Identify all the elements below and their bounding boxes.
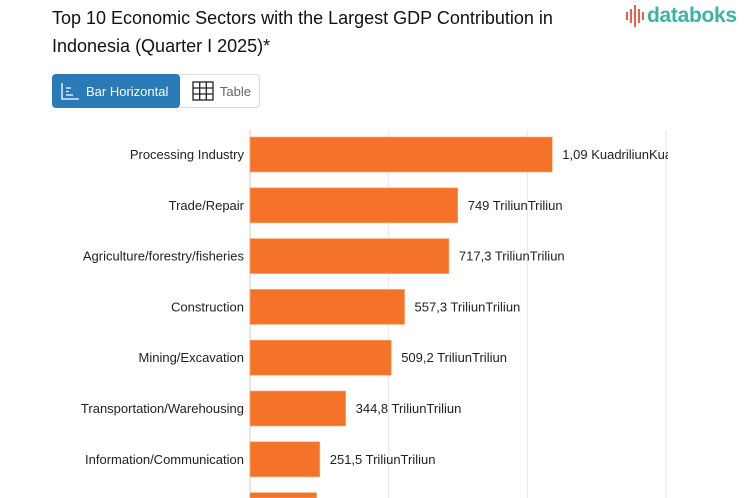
data-label: 1,09 KuadriliunKuadriliun: [562, 147, 707, 162]
data-label: 749 TriliunTriliun: [468, 198, 563, 213]
bar[interactable]: [249, 238, 450, 274]
chart-title: Top 10 Economic Sectors with the Largest…: [52, 8, 553, 56]
category-label: Construction: [171, 299, 244, 314]
bar[interactable]: [249, 390, 346, 427]
bar-horizontal-button[interactable]: Bar Horizontal: [52, 74, 180, 108]
data-label: 557,3 TriliunTriliun: [415, 299, 521, 314]
bar[interactable]: [249, 289, 405, 325]
table-button[interactable]: Table: [180, 75, 259, 107]
category-label: Transportation/Warehousing: [81, 401, 244, 416]
bar[interactable]: [249, 136, 553, 173]
databoks-logo[interactable]: databoks: [626, 4, 737, 28]
category-label: Trade/Repair: [169, 198, 245, 213]
bar-horizontal-label: Bar Horizontal: [86, 83, 169, 99]
bar-chart-icon: [61, 83, 79, 100]
bar[interactable]: [249, 187, 459, 224]
view-toggle: Bar Horizontal Table: [52, 74, 260, 108]
category-label: Information/Communication: [85, 452, 244, 467]
bar[interactable]: [249, 339, 392, 376]
data-label: 251,5 TriliunTriliun: [330, 452, 436, 467]
data-label: 717,3 TriliunTriliun: [459, 249, 565, 264]
table-grid-icon: [192, 81, 214, 101]
table-label: Table: [219, 83, 251, 99]
category-label: Processing Industry: [130, 147, 245, 162]
category-label: Agriculture/forestry/fisheries: [83, 249, 245, 264]
logo-mark-icon: [626, 5, 644, 27]
bar[interactable]: [249, 441, 321, 478]
data-label: 344,8 TriliunTriliun: [356, 401, 462, 416]
bar[interactable]: [249, 492, 317, 498]
brand-name: databoks: [647, 4, 737, 27]
data-label: 509,2 TriliunTriliun: [401, 350, 507, 365]
category-label: Mining/Excavation: [139, 350, 245, 365]
